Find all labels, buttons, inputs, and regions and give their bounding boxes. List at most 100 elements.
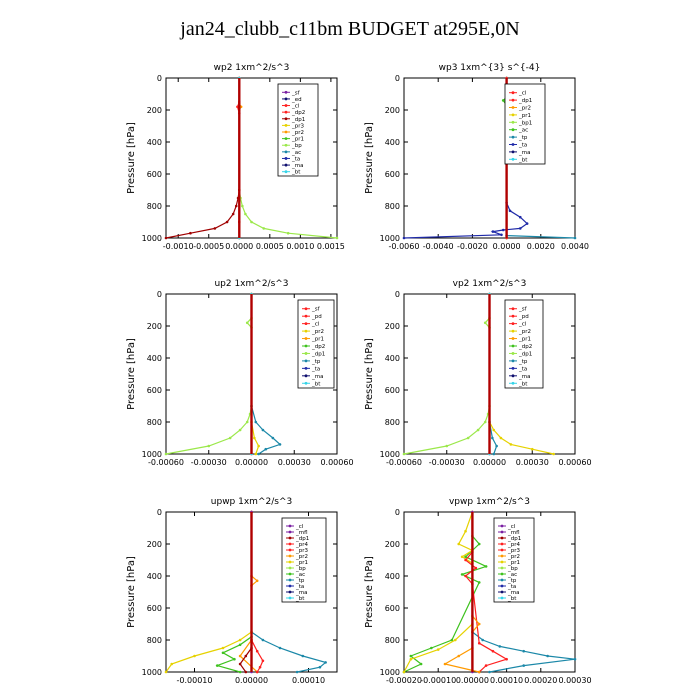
- legend-label: _cl: [291, 104, 300, 110]
- y-tick-label: 800: [385, 418, 400, 427]
- legend-marker: [304, 352, 308, 355]
- legend-marker: [511, 120, 515, 124]
- x-tick-label: 0.00030: [278, 458, 311, 467]
- legend-marker: [500, 530, 504, 534]
- series-point: [546, 654, 549, 658]
- series-point: [500, 233, 503, 237]
- x-tick-label: -0.00010: [177, 676, 213, 685]
- chart-title: wp3 1xm^{3} s^{-4}: [439, 63, 541, 73]
- y-tick-label: 0: [395, 74, 400, 83]
- series-point: [207, 444, 211, 448]
- series-point: [402, 452, 406, 456]
- legend-marker: [500, 560, 504, 564]
- legend-label: _tp: [295, 578, 305, 584]
- legend-label: _bp: [507, 566, 518, 572]
- legend-marker: [288, 572, 292, 576]
- y-tick-label: 600: [385, 386, 400, 395]
- legend-label: _dp1: [518, 98, 532, 104]
- series-point: [221, 651, 225, 655]
- chart-title: up2 1xm^2/s^3: [214, 279, 288, 289]
- series-point: [491, 436, 494, 440]
- series-point: [501, 228, 505, 232]
- legend-marker: [288, 596, 292, 600]
- series-point: [464, 555, 467, 559]
- legend-marker: [511, 307, 515, 311]
- plot-frame: [165, 77, 338, 239]
- legend-marker: [511, 143, 515, 146]
- legend-marker: [304, 381, 308, 385]
- legend-label: _pr2: [311, 329, 324, 335]
- y-tick-label: 200: [385, 106, 400, 115]
- legend-marker: [500, 596, 504, 600]
- series-point: [238, 662, 242, 666]
- legend-marker: [511, 322, 515, 326]
- series-point: [245, 321, 249, 325]
- legend-marker: [500, 584, 504, 588]
- y-tick-label: 400: [385, 354, 400, 363]
- series-point: [261, 659, 265, 663]
- legend-marker: [288, 590, 292, 594]
- legend-marker: [500, 524, 504, 528]
- series-point: [244, 670, 248, 674]
- y-tick-label: 400: [147, 354, 162, 363]
- legend-label: _ta: [291, 156, 300, 162]
- legend-marker: [304, 314, 308, 318]
- chart-title: wp2 1xm^2/s^3: [214, 63, 290, 73]
- legend-label: _bt: [295, 596, 305, 602]
- x-tick-label: 0.0000: [225, 242, 253, 251]
- x-tick-label: 0.00060: [320, 458, 353, 467]
- series-point: [170, 662, 173, 666]
- series-point: [216, 664, 219, 667]
- series-point: [238, 638, 242, 642]
- series-point: [228, 436, 232, 440]
- legend-label: _pr1: [518, 113, 531, 119]
- series-point: [257, 452, 260, 456]
- legend-marker: [288, 542, 292, 546]
- legend-label: _pr3: [295, 548, 309, 554]
- legend-label: _ta: [518, 366, 527, 372]
- series-point: [481, 638, 484, 642]
- series-point: [474, 566, 478, 570]
- series-point: [221, 646, 225, 650]
- series-point: [450, 638, 454, 642]
- x-tick-label: 0.00060: [558, 458, 591, 467]
- series-point: [530, 447, 534, 451]
- legend-label: _pr4: [507, 542, 521, 548]
- legend-label: _ma: [295, 590, 307, 596]
- y-tick-label: 200: [147, 540, 162, 549]
- legend: _sf_pd _cl_pr2 _pr1_dp2_dp1 _tp_ta _ma_bt: [297, 299, 335, 389]
- x-tick-label: 0.00000: [235, 676, 268, 685]
- legend-label: _ma: [518, 150, 530, 156]
- series-line: [403, 294, 491, 455]
- y-tick-label: 1000: [142, 450, 162, 459]
- series-line: [165, 78, 240, 239]
- legend-label: _mfl: [507, 530, 520, 536]
- series-point: [518, 215, 522, 219]
- x-tick-label: -0.00030: [191, 458, 227, 467]
- series-point: [498, 645, 502, 648]
- series-point: [254, 420, 258, 424]
- series-point: [466, 436, 470, 440]
- y-tick-label: 400: [147, 572, 162, 581]
- legend-marker: [511, 344, 515, 348]
- legend-label: _dp1: [291, 117, 305, 123]
- legend-marker: [511, 314, 515, 318]
- legend-marker: [288, 548, 292, 552]
- legend-label: _bt: [291, 170, 301, 176]
- series-point: [436, 648, 440, 651]
- series-point: [492, 428, 496, 432]
- legend-label: _dp1: [507, 536, 521, 542]
- x-tick-label: -0.00030: [429, 458, 465, 467]
- legend-marker: [500, 566, 504, 570]
- legend-marker: [284, 97, 288, 101]
- legend-marker: [284, 117, 288, 121]
- x-tick-label: 0.00000: [473, 458, 506, 467]
- series-point: [522, 649, 525, 653]
- series-point: [241, 204, 244, 208]
- y-axis-label: Pressure [hPa]: [364, 122, 375, 194]
- series-point: [238, 654, 242, 658]
- chart-4: vp2 1xm^2/s^3 Pressure [hPa] 0 200 400 600 800…: [364, 279, 592, 467]
- series-point: [324, 661, 327, 664]
- y-tick-label: 1000: [142, 668, 162, 677]
- y-axis-label: Pressure [hPa]: [364, 338, 375, 410]
